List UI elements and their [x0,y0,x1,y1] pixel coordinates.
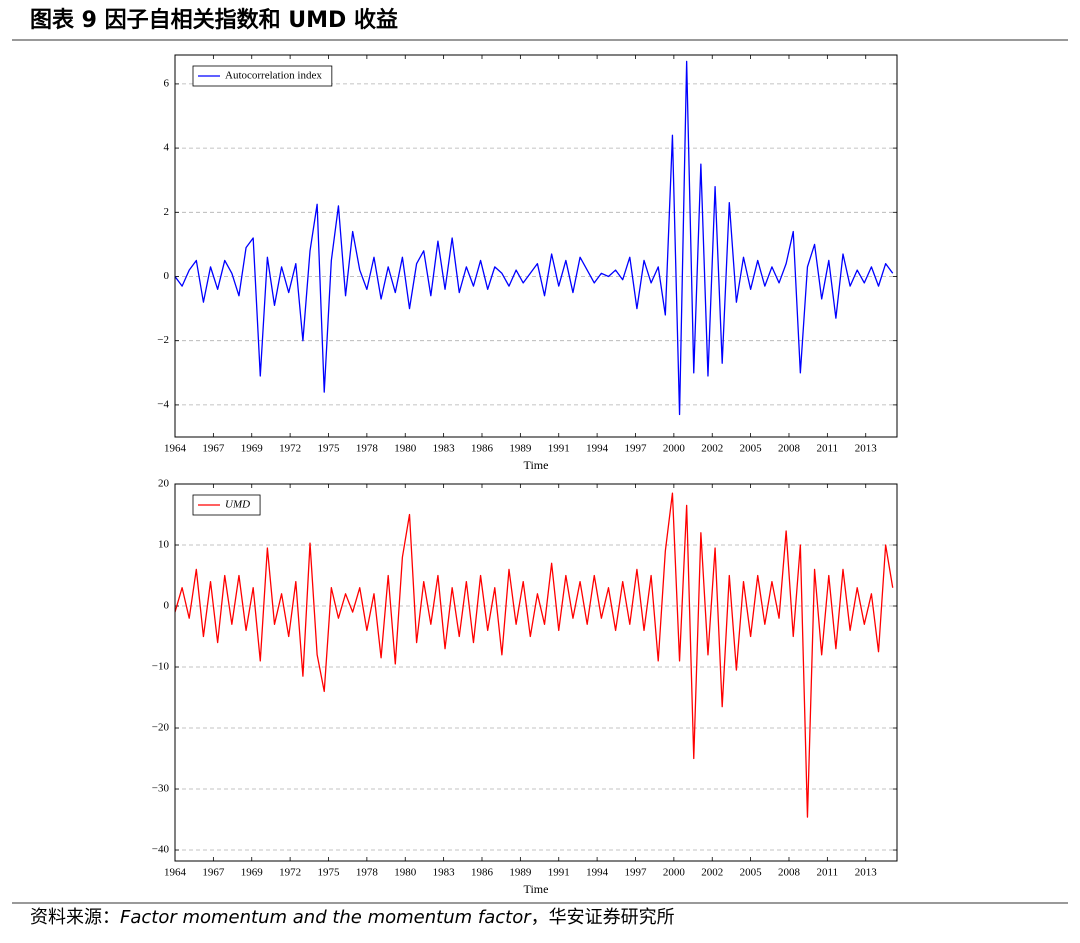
legend-label: UMD [225,499,250,511]
y-tick-label: −20 [152,722,170,734]
x-axis-label: Time [524,882,549,896]
x-axis-label: Time [524,458,549,472]
x-tick-label: 1969 [241,443,264,455]
x-tick-label: 2002 [701,443,723,455]
x-tick-label: 1983 [433,867,456,879]
y-tick-label: −4 [157,398,169,410]
legend: UMD [192,494,261,516]
data-line [175,492,894,818]
plot-area [175,60,894,416]
source-prefix: 资料来源： [30,907,120,928]
x-tick-label: 1994 [586,443,609,455]
y-tick-label: −10 [152,661,170,673]
x-tick-label: 1989 [509,867,532,879]
x-tick-label: 1991 [548,443,570,455]
x-tick-label: 1986 [471,443,494,455]
x-tick-label: 1980 [394,867,417,879]
y-tick-label: 20 [158,478,170,490]
x-tick-label: 1978 [356,443,379,455]
x-tick-label: 1975 [317,867,340,879]
source-title: Factor momentum and the momentum factor [120,907,532,928]
x-tick-label: 1997 [624,867,647,879]
x-tick-label: 1983 [433,443,456,455]
x-tick-label: 1991 [548,867,570,879]
x-tick-label: 1997 [624,443,647,455]
x-tick-label: 1994 [586,867,609,879]
figure-title: 图表 9 因子自相关指数和 UMD 收益 [30,7,398,33]
x-tick-label: 1972 [279,867,301,879]
x-tick-label: 1980 [394,443,417,455]
y-tick-label: 0 [164,600,170,612]
legend: Autocorrelation index [192,65,333,87]
x-tick-label: 2011 [817,443,839,455]
source-note: 资料来源：Factor momentum and the momentum fa… [30,907,675,928]
x-tick-label: 2013 [855,867,878,879]
data-line [175,60,894,416]
legend-box [192,494,261,516]
x-tick-label: 1989 [509,443,532,455]
x-tick-label: 2008 [778,867,801,879]
chart: −4 −2 0 2 4 6 1964 1967 1969 1972 1975 1978 1980 1983… [157,54,898,472]
x-tick-label: 2008 [778,443,801,455]
y-tick-label: 10 [158,539,170,551]
chart: −40 −30 −20 −10 0 10 20 1964 1967 1969 1972 1975 197… [152,478,898,896]
y-tick-label: 0 [164,270,170,282]
y-tick-label: −2 [157,334,169,346]
y-tick-label: 6 [164,77,170,89]
x-tick-label: 2013 [855,443,878,455]
y-tick-label: −30 [152,783,170,795]
x-tick-label: 2005 [740,867,763,879]
x-tick-label: 1967 [202,443,225,455]
y-tick-label: 2 [164,206,170,218]
x-tick-label: 1975 [317,443,340,455]
x-tick-label: 2000 [663,443,686,455]
x-tick-label: 1978 [356,867,379,879]
y-tick-label: −40 [152,844,170,856]
plot-frame [174,54,898,438]
x-tick-label: 1964 [164,443,187,455]
plot-frame [174,483,898,862]
x-tick-label: 1986 [471,867,494,879]
x-tick-label: 1967 [202,867,225,879]
x-tick-label: 2002 [701,867,723,879]
source-suffix: ，华安证券研究所 [531,907,675,928]
y-tick-label: 4 [164,142,170,154]
x-tick-label: 2011 [817,867,839,879]
x-tick-label: 1972 [279,443,301,455]
x-tick-label: 1964 [164,867,187,879]
x-tick-label: 2005 [740,443,763,455]
legend-label: Autocorrelation index [225,70,322,82]
x-tick-label: 2000 [663,867,686,879]
x-tick-label: 1969 [241,867,264,879]
plot-area [175,492,894,818]
legend-box [192,65,333,87]
